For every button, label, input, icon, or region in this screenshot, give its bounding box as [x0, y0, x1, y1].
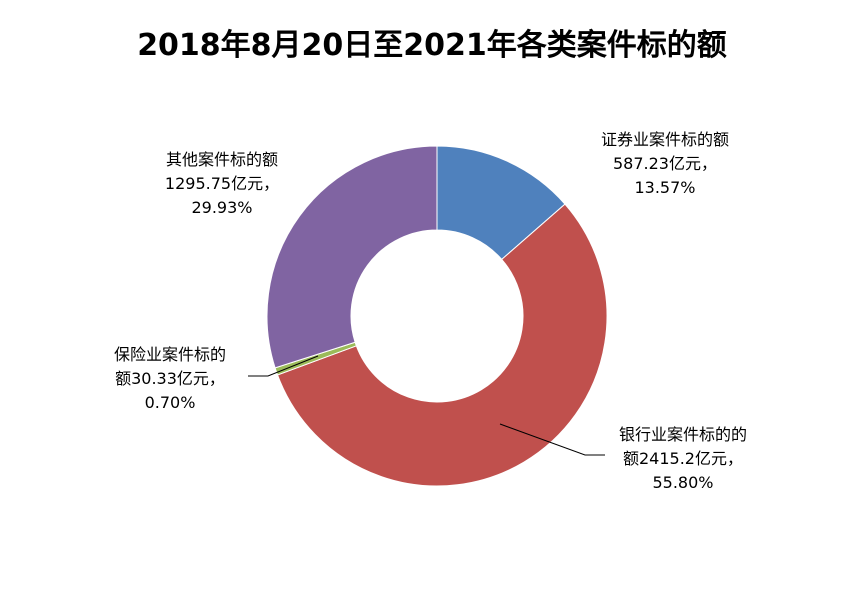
data-label-3-line-0: 其他案件标的额 — [166, 150, 278, 169]
leader-line-1 — [499, 423, 605, 456]
data-label-2-line-1: 额30.33亿元， — [115, 369, 225, 388]
donut-slices — [266, 145, 608, 487]
slice-1 — [276, 203, 608, 487]
data-label-0-line-1: 587.23亿元， — [613, 154, 717, 173]
data-label-0-line-2: 13.57% — [634, 178, 695, 197]
slice-3 — [266, 145, 438, 369]
data-label-1-line-2: 55.80% — [652, 473, 713, 492]
data-label-2-line-2: 0.70% — [145, 393, 196, 412]
leader-line-2 — [248, 355, 319, 377]
data-label-3-line-1: 1295.75亿元， — [165, 174, 279, 193]
data-label-1-line-1: 额2415.2亿元， — [623, 449, 743, 468]
data-label-3-line-2: 29.93% — [191, 198, 252, 217]
leader-lines — [248, 355, 605, 456]
data-labels: 证券业案件标的额 587.23亿元， 13.57% 银行业案件标的的额2415.2亿元… — [114, 130, 747, 492]
data-label-0-line-0: 证券业案件标的额 — [601, 130, 729, 149]
data-label-2-line-0: 保险业案件标的 — [114, 345, 226, 364]
chart-title: 2018年8月20日至2021年各类案件标的额 — [137, 28, 727, 63]
data-label-1-line-0: 银行业案件标的的 — [619, 425, 747, 444]
